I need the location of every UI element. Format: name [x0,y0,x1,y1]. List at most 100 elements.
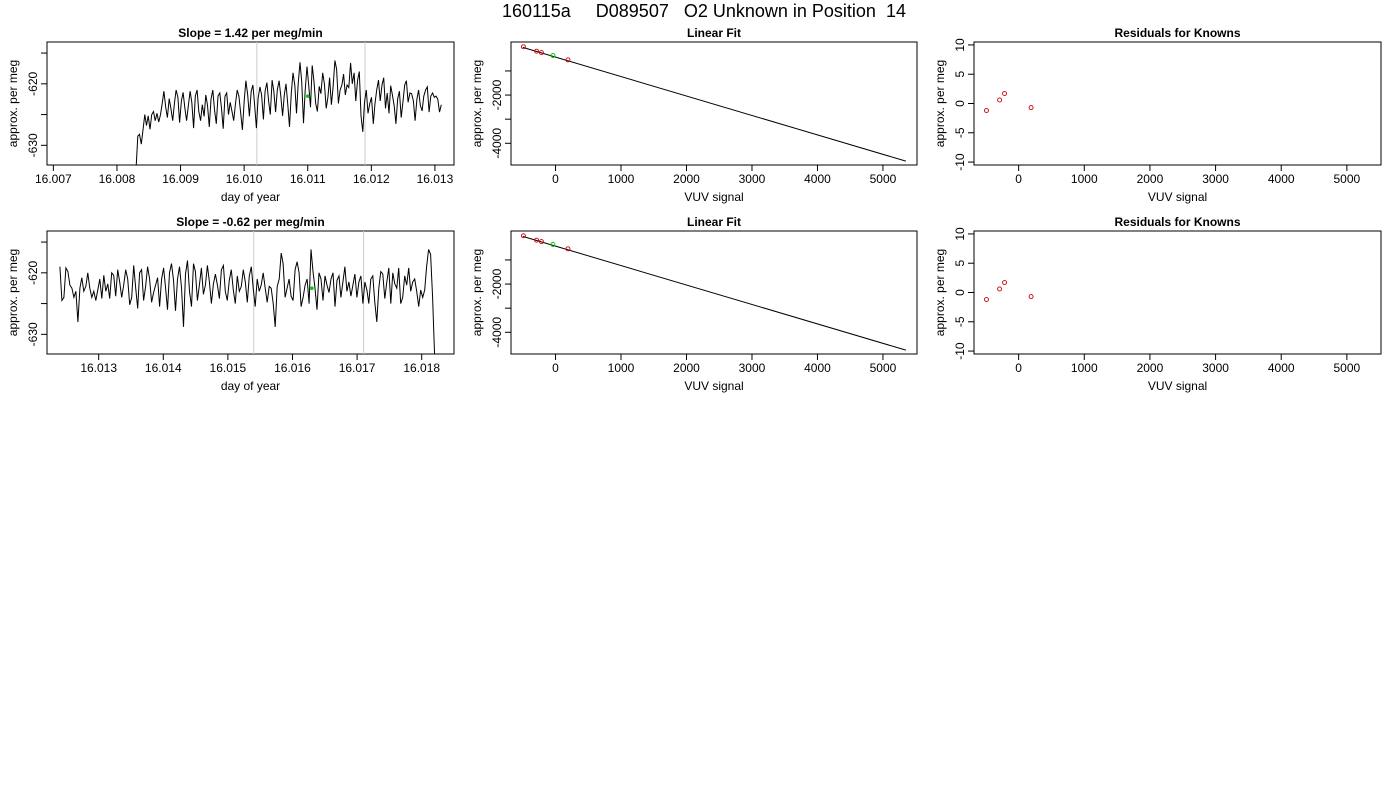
x-tick-label: 3000 [739,172,766,186]
x-tick-label: 2000 [1137,172,1164,186]
data-layer [59,231,436,354]
x-tick-label: 5000 [1334,172,1361,186]
figure-title: 160115a D089507 O2 Unknown in Position 1… [502,1,906,21]
data-layer [520,44,907,162]
panel-title: Linear Fit [687,215,741,229]
y-tick-label: 5 [953,71,967,78]
panel-title: Linear Fit [687,26,741,40]
y-tick-label: 0 [953,100,967,107]
y-tick-label: 0 [953,289,967,296]
y-axis-label: approx. per meg [6,249,20,336]
data-point [520,44,526,50]
y-tick-label: -630 [26,133,40,157]
panel-1: Slope = 1.42 per meg/min 16.007 16.008 16.0… [6,26,455,204]
data-point [1028,105,1034,111]
data-point [565,246,571,252]
data-layer [520,233,907,351]
x-tick-label: 1000 [608,172,635,186]
y-tick-label: -630 [26,322,40,346]
x-tick-label: 16.011 [290,172,326,186]
x-tick-label: 16.013 [80,361,117,375]
data-point [550,242,556,247]
y-axis-label: approx. per meg [933,60,947,147]
y-tick-label: -620 [26,71,40,95]
plot-frame [973,41,1382,166]
x-tick-label: 16.014 [145,361,182,375]
x-tick-label: 0 [552,361,559,375]
x-tick-label: 16.013 [417,172,454,186]
x-tick-label: 0 [1015,361,1022,375]
x-tick-label: 16.016 [274,361,311,375]
fit-line [522,235,907,351]
x-tick-label: 16.018 [403,361,440,375]
panel-title: Residuals for Knowns [1114,26,1240,40]
data-point [520,233,526,239]
data-point [539,239,544,245]
x-tick-label: 16.007 [35,172,72,186]
x-tick-label: 1000 [1071,172,1098,186]
x-tick-label: 2000 [673,172,700,186]
data-point [997,97,1003,103]
x-tick-label: 1000 [608,361,635,375]
panel-title: Residuals for Knowns [1114,215,1240,229]
panel-3: Residuals for Knowns 0 1000 2000 3000 4000 500… [933,26,1382,204]
panel-4: Slope = -0.62 per meg/min 16.013 16.014 16.… [6,215,455,393]
plot-frame [46,230,455,355]
data-point [1002,91,1007,96]
x-tick-label: 2000 [673,361,700,375]
y-tick-label: -620 [26,260,40,284]
x-tick-label: 4000 [1268,361,1295,375]
data-point [534,237,539,243]
panel-6: Residuals for Knowns 0 1000 2000 3000 4000 500… [933,215,1382,393]
x-tick-label: 16.017 [339,361,376,375]
fit-line [522,46,907,162]
x-axis-label: VUV signal [684,190,743,204]
y-tick-label: -4000 [490,317,504,348]
y-tick-label: -2000 [490,79,504,110]
plot-frame [973,230,1382,355]
x-axis-label: VUV signal [684,379,743,393]
y-tick-label: -10 [953,153,967,171]
x-tick-label: 3000 [1202,172,1229,186]
x-tick-label: 16.015 [210,361,247,375]
data-point [534,48,539,54]
x-tick-label: 16.009 [162,172,199,186]
x-tick-label: 5000 [870,172,897,186]
y-tick-label: 5 [953,260,967,267]
x-tick-label: 16.010 [226,172,263,186]
x-tick-label: 2000 [1137,361,1164,375]
highlight-point [310,286,314,290]
highlight-point [305,94,310,98]
x-axis-label: day of year [221,190,280,204]
data-point [550,53,556,58]
panel-5: Linear Fit 0 1000 2000 3000 4000 5000 -4000 -200… [470,215,918,393]
data-point [984,297,989,302]
y-axis-label: approx. per meg [470,60,484,147]
series-line [135,60,442,165]
x-axis-label: VUV signal [1148,379,1207,393]
x-tick-label: 4000 [1268,172,1295,186]
y-tick-label: -5 [953,127,967,138]
x-tick-label: 16.008 [99,172,136,186]
y-tick-label: -5 [953,316,967,327]
plot-frame [510,230,918,355]
plot-frame [510,41,918,166]
data-layer [135,42,442,165]
x-tick-label: 0 [552,172,559,186]
x-tick-label: 16.012 [353,172,390,186]
x-tick-label: 3000 [739,361,766,375]
y-tick-label: -10 [953,342,967,360]
x-tick-label: 1000 [1071,361,1098,375]
plot-frame [46,41,455,166]
data-point [984,108,989,113]
y-axis-label: approx. per meg [933,249,947,336]
x-tick-label: 4000 [804,172,831,186]
x-tick-label: 3000 [1202,361,1229,375]
x-tick-label: 4000 [804,361,831,375]
data-layer [984,91,1034,113]
x-tick-label: 5000 [870,361,897,375]
data-point [1028,294,1034,300]
y-axis-label: approx. per meg [470,249,484,336]
y-tick-label: -2000 [490,268,504,299]
